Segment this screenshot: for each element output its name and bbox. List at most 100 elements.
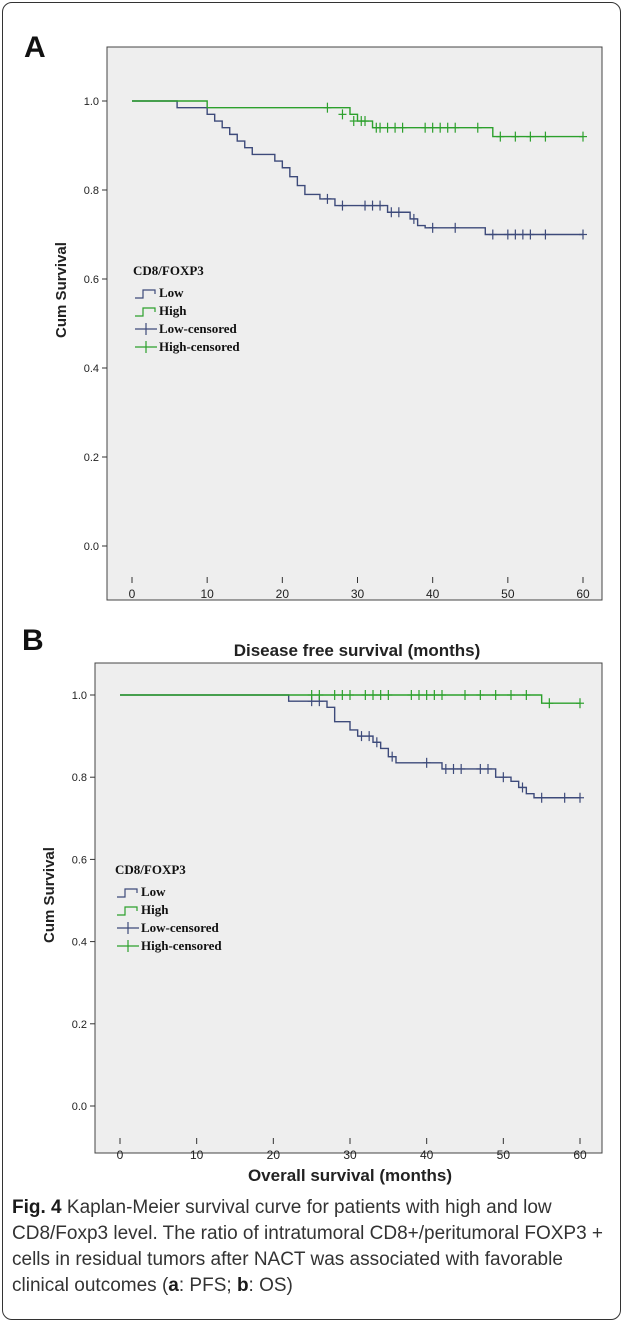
panel-a-series-low-censor-mark [451, 222, 460, 233]
panel-a-legend: CD8/FOXP3 Low High Low-censored High-censor… [133, 263, 240, 354]
panel-b-series-low-censor-mark [457, 763, 466, 774]
panel-b-legend-entry-low: Low [117, 884, 166, 899]
panel-a-legend-entry-low: Low [135, 285, 184, 300]
panel-b-series-low-censor-mark [372, 737, 381, 748]
panel-b-y-tick-label: 1.0 [72, 690, 87, 702]
panel-b-legend-label: Low-censored [141, 920, 220, 935]
panel-b-y-tick-label: 0.0 [72, 1101, 87, 1113]
panel-a-legend-label: High [159, 303, 187, 318]
panel-b-series-high-censor-mark [384, 690, 393, 700]
panel-b: B 0.0 0.2 0.4 0.6 0.8 1.0 0 10 20 30 40 50 60 Cum Su… [22, 624, 603, 1185]
panel-b-series-low-censor-mark [365, 731, 374, 742]
panel-b-series-high-censor-mark [507, 690, 515, 700]
panel-b-legend-label: Low [141, 884, 166, 899]
panel-a-series-low-censor-mark [503, 229, 512, 240]
panel-a-series-high-censor-mark [511, 131, 520, 142]
panel-b-legend: CD8/FOXP3 Low High Low-censored High-censor… [115, 862, 222, 953]
caption-a-text: : PFS; [178, 1275, 237, 1296]
panel-a-series-high-censor-mark [428, 122, 437, 133]
panel-a-series-high-censor-mark [496, 131, 505, 142]
panel-a-y-tick-label: 0.8 [84, 185, 99, 197]
panel-b-series-high-censor-mark [330, 690, 339, 700]
panel-a-series-high-censor-mark [526, 131, 535, 142]
panel-a-legend-title: CD8/FOXP3 [133, 263, 204, 278]
panel-a-legend-entry-low-censored: Low-censored [135, 321, 238, 336]
panel-a-series-high-censor-mark [338, 109, 347, 120]
panel-a-series-high-censor-mark [541, 131, 550, 142]
panel-b-x-tick-label: 10 [190, 1148, 204, 1162]
panel-a-series-low-censor-mark [368, 200, 377, 211]
panel-a-series-high-censor-mark [361, 116, 370, 127]
panel-b-legend-entry-low-censored: Low-censored [117, 920, 220, 935]
panel-a-plot-area [106, 46, 603, 601]
panel-a-series-high-censor-mark [376, 122, 385, 133]
figure-svg: A 0.0 0.2 0.4 0.6 0.8 1.0 0 10 20 30 40 50 60 Cum Su… [22, 31, 603, 1185]
panel-a-y-axis-label: Cum Survival [53, 242, 70, 338]
panel-a-x-tick-label: 40 [426, 587, 440, 601]
panel-a-legend-label: Low-censored [159, 321, 238, 336]
panel-a-series-low-censor-mark [526, 229, 535, 240]
panel-a-y-tick-label: 1.0 [84, 96, 99, 108]
panel-b-series-low-censor-mark [560, 792, 569, 803]
panel-b-x-tick-label: 40 [420, 1148, 434, 1162]
panel-b-plot-area [94, 662, 603, 1154]
figure-caption: Fig. 4 Kaplan-Meier survival curve for p… [12, 1195, 612, 1299]
panel-b-series-high-censor-mark [315, 690, 324, 700]
panel-a-series-low-censor-mark [511, 229, 520, 240]
caption-a-letter: a [168, 1275, 179, 1296]
panel-a-series-low-censor-mark [323, 193, 332, 204]
panel-a-series-low-censor-mark [376, 200, 385, 211]
panel-a-x-tick-label: 50 [501, 587, 515, 601]
panel-a-series-high-censor-mark [349, 116, 358, 127]
panel-b-series-low-censor-mark [484, 763, 492, 774]
panel-b-legend-entry-high-censored: High-censored [117, 938, 222, 953]
panel-b-series-low-line [120, 694, 580, 799]
panel-a-series-high-line [132, 100, 583, 138]
panel-b-series-low-censor-mark [422, 757, 431, 768]
panel-b-y-tick-label: 0.2 [72, 1019, 87, 1031]
panel-b-x-tick-label: 30 [343, 1148, 357, 1162]
panel-b-series-low-censor-mark [537, 792, 546, 803]
panel-b-series-high-censor-mark [369, 690, 377, 700]
panel-b-series-high-censor-mark [307, 690, 316, 700]
panel-b-series-low-censor-mark [518, 782, 527, 793]
panel-b-series-high-censor-mark [430, 690, 439, 700]
panel-b-series-high-censor-mark [576, 698, 584, 709]
panel-a-series-high-censor-mark [398, 122, 407, 133]
panel-a-series-high-censor-mark [451, 122, 460, 133]
panel-b-x-tick-label: 50 [497, 1148, 511, 1162]
panel-b-legend-title: CD8/FOXP3 [115, 862, 186, 877]
panel-b-y-axis-label: Cum Survival [41, 847, 58, 943]
panel-b-series-high-censor-mark [545, 698, 554, 709]
panel-a: A 0.0 0.2 0.4 0.6 0.8 1.0 0 10 20 30 40 50 60 Cum Su… [24, 31, 603, 660]
panel-b-y-tick-label: 0.6 [72, 854, 87, 866]
caption-b-text: : OS) [248, 1275, 293, 1296]
panel-a-x-axis-label: Disease free survival (months) [234, 641, 481, 660]
panel-a-y-tick-label: 0.6 [84, 274, 99, 286]
panel-a-x-tick-label: 60 [576, 587, 590, 601]
panel-b-x-tick-label: 0 [117, 1148, 124, 1162]
panel-a-series-high-censor-mark [443, 122, 452, 133]
panel-b-series-low-censor-mark [476, 763, 485, 774]
panel-b-x-tick-label: 60 [573, 1148, 587, 1162]
panel-b-label: B [22, 624, 44, 657]
panel-a-y-tick-label: 0.2 [84, 452, 99, 464]
panel-b-x-axis-label: Overall survival (months) [248, 1166, 452, 1185]
panel-b-series-low-censor-mark [499, 772, 508, 783]
caption-text: Kaplan-Meier survival curve for patients… [12, 1197, 604, 1296]
panel-a-series-high-censor-mark [579, 131, 587, 142]
panel-a-series-low-censor-mark [387, 207, 396, 218]
panel-a-x-tick-label: 20 [276, 587, 290, 601]
panel-b-series-high-censor-mark [422, 690, 431, 700]
panel-b-x-tick-label: 20 [267, 1148, 281, 1162]
caption-b-letter: b [236, 1275, 249, 1296]
panel-a-legend-label: Low [159, 285, 184, 300]
panel-a-legend-label: High-censored [159, 339, 240, 354]
panel-a-series-high-censor-mark [383, 122, 392, 133]
panel-a-series-low-censor-mark [428, 222, 437, 233]
panel-a-series-low-censor-mark [579, 229, 587, 240]
panel-b-series-high-censor-mark [415, 690, 423, 700]
panel-b-series-high-censor-mark [461, 690, 469, 700]
panel-a-series-high-censor-mark [421, 122, 430, 133]
panel-b-series-high-censor-mark [346, 690, 354, 700]
